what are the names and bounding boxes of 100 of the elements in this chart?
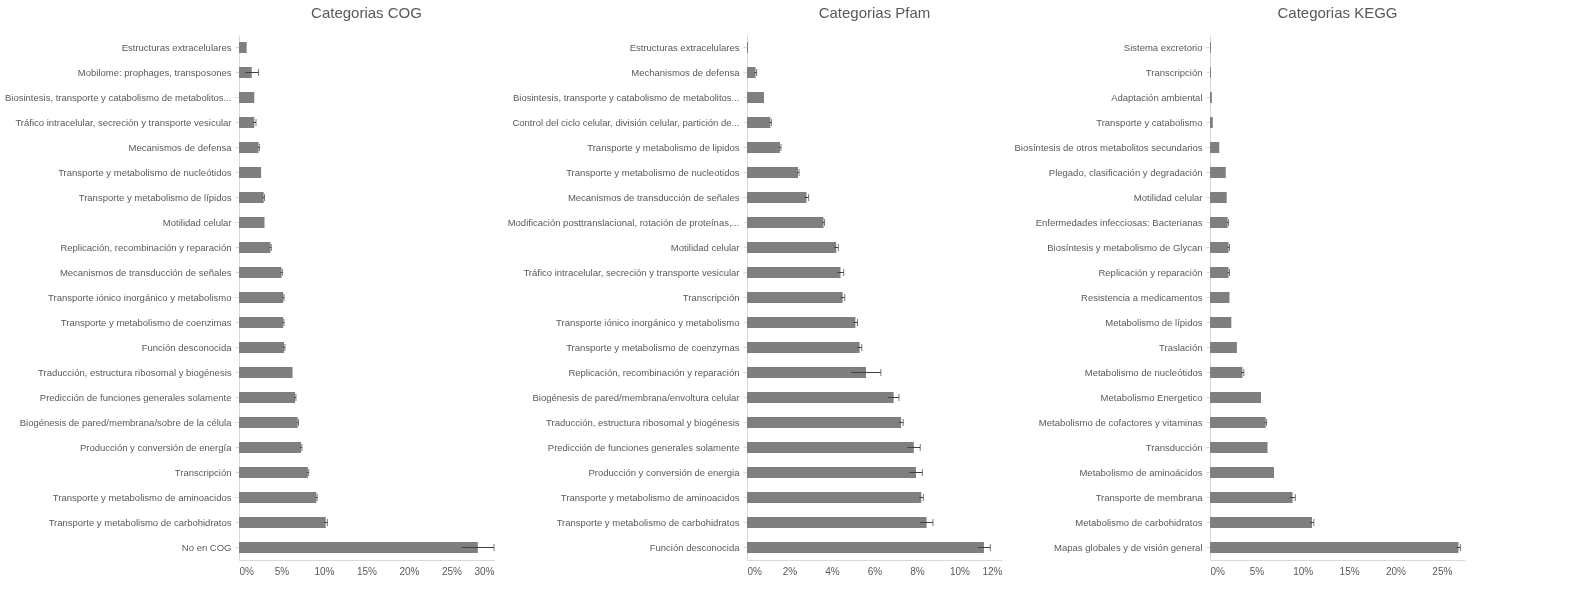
y-tick-label: Transporte y metabolismo de nucleótidos [58, 166, 232, 178]
y-tick-label: Biosíntesis de otros metabolitos secundarios [1014, 141, 1203, 153]
y-tick-label: Replicación y reparación [1098, 266, 1203, 278]
y-tick-label: Predicción de funciones generales solamente [39, 391, 232, 403]
bar [1210, 217, 1228, 228]
x-tick-label: 4% [825, 565, 840, 577]
y-tick-label: Replicación, recombinación y reparación [60, 241, 232, 253]
x-tick-label: 25% [441, 565, 463, 577]
y-tick-label: Tráfico intracelular, secreción y transporte vesicular [15, 116, 232, 128]
x-tick-label: 5% [274, 565, 290, 577]
y-tick-label: Transporte y catabolismo [1096, 116, 1203, 128]
x-tick-label: 5% [1249, 565, 1265, 577]
y-tick-label: Control del ciclo celular, división celular, partición de... [512, 116, 740, 128]
y-tick-label: Transporte y metabolismo de aminoacidos [560, 491, 740, 503]
x-tick-label: 15% [1339, 565, 1360, 577]
y-tick-label: Predicción de funciones generales solamente [547, 441, 740, 453]
bar [1210, 117, 1213, 128]
x-tick-label: 20% [1385, 565, 1407, 577]
x-tick-label: 12% [982, 565, 1003, 577]
bar [1210, 417, 1266, 428]
y-tick-label: Mobilome: prophages, transposones [77, 66, 232, 78]
y-tick-label: Modificación posttranslacional, rotación de proteínas,... [507, 216, 740, 228]
y-tick-label: Metabolismo Energetico [1100, 391, 1203, 403]
x-tick-label: 0% [239, 565, 255, 577]
y-tick-label: Replicación, recombinación y reparación [568, 366, 740, 378]
x-tick-label: 15% [356, 565, 378, 577]
y-tick-label: Transporte iónico inorgánico y metabolismo [48, 291, 232, 303]
y-tick-label: Mapas globales y de visión general [1054, 541, 1203, 553]
y-tick-label: Metabolismo de cofactores y vitaminas [1038, 416, 1203, 428]
y-tick-label: Función desconocida [649, 541, 741, 553]
y-tick-label: Biogénesis de pared/membrana/sobre de la célula [19, 416, 233, 428]
x-tick-label: 25% [1432, 565, 1453, 577]
x-tick-label: 0% [747, 565, 763, 577]
x-tick-label: 0% [1210, 565, 1226, 577]
y-tick-label: Resistencia a medicamentos [1081, 291, 1203, 303]
y-tick-label: Mecanismos de defensa [128, 141, 233, 153]
y-tick-label: Sistema excretorio [1123, 41, 1203, 53]
y-tick-label: Transporte y metabolismo de lípidos [78, 191, 232, 203]
y-tick-label: Transporte y metabolismo de coenzymas [566, 341, 740, 353]
y-tick-label: Adaptación ambiental [1111, 91, 1203, 103]
y-tick-label: Producción y conversión de energía [79, 441, 233, 453]
y-tick-label: Transporte y metabolismo de carbohidratos [556, 516, 740, 528]
y-tick-label: Transporte de membrana [1095, 491, 1204, 503]
y-tick-label: Función desconocida [141, 341, 233, 353]
y-tick-label: Transporte iónico inorgánico y metabolismo [556, 316, 740, 328]
y-tick-label: Mecanismos de transducción de señales [567, 191, 740, 203]
x-tick-label: 10% [1293, 565, 1314, 577]
x-tick-label: 10% [949, 565, 971, 577]
y-tick-label: Transporte y metabolismo de aminoacidos [52, 491, 232, 503]
y-tick-label: Estructuras extracelulares [121, 41, 232, 53]
x-tick-label: 6% [867, 565, 883, 577]
x-tick-label: 10% [314, 565, 335, 577]
y-tick-label: Transcripción [174, 466, 232, 478]
y-tick-label: Enfermedades infecciosas: Bacterianas [1035, 216, 1203, 228]
y-tick-label: Plegado, clasificación y degradación [1048, 166, 1203, 178]
bar [1210, 192, 1227, 203]
bar [1210, 367, 1243, 378]
chart-title: Categorias Pfam [818, 4, 931, 21]
bar [1210, 292, 1230, 303]
y-tick-label: Producción y conversión de energia [588, 466, 741, 478]
bar [1210, 317, 1232, 328]
bar [1210, 242, 1229, 253]
y-tick-label: Traslación [1159, 341, 1203, 353]
x-tick-label: 2% [782, 565, 798, 577]
y-tick-label: Transducción [1145, 441, 1203, 453]
y-tick-label: No en COG [181, 541, 232, 553]
y-tick-label: Biosintesis, transporte y catabolismo de metabolitos... [4, 91, 232, 103]
y-tick-label: Motilidad celular [1133, 191, 1203, 203]
y-tick-label: Traducción, estructura ribosomal y biogénesis [38, 366, 232, 378]
bar [1210, 267, 1229, 278]
y-tick-label: Motilidad celular [670, 241, 740, 253]
y-tick-label: Traducción, estructura ribosomal y biogénesis [546, 416, 740, 428]
y-tick-label: Transcripción [1145, 66, 1203, 78]
x-tick-label: 20% [399, 565, 420, 577]
bar [1210, 392, 1261, 403]
bar [1210, 142, 1220, 153]
bar [1210, 542, 1459, 553]
y-tick-label: Estructuras extracelulares [629, 41, 740, 53]
chart-title: Categorias KEGG [1277, 4, 1398, 21]
y-tick-label: Transporte y metabolismo de nucleotidos [566, 166, 740, 178]
y-tick-label: Tráfico intracelular, secreción y transporte vesicular [523, 266, 740, 278]
x-tick-label: 8% [910, 565, 925, 577]
x-tick-label: 30% [474, 565, 495, 577]
bar [1210, 342, 1237, 353]
y-tick-label: Transporte y metabolismo de carbohidratos [48, 516, 232, 528]
y-tick-label: Transporte y metabolismo de coenzimas [60, 316, 232, 328]
y-tick-label: Metabolismo de nucleótidos [1084, 366, 1203, 378]
y-tick-label: Transporte y metabolismo de lipidos [587, 141, 740, 153]
y-tick-label: Biogénesis de pared/membrana/envoltura celular [532, 391, 740, 403]
bar [1210, 167, 1226, 178]
bar [1210, 467, 1274, 478]
y-tick-label: Mechanismos de defensa [631, 66, 741, 78]
y-tick-label: Biosintesis, transporte y catabolismo de metabolitos... [512, 91, 740, 103]
y-tick-label: Biosíntesis y metabolismo de Glycan [1047, 241, 1203, 253]
y-tick-label: Metabolismo de carbohidratos [1075, 516, 1203, 528]
y-tick-label: Transcripción [682, 291, 740, 303]
y-tick-label: Mecanismos de transducción de señales [59, 266, 232, 278]
y-tick-label: Motilidad celular [162, 216, 232, 228]
bar [1210, 442, 1268, 453]
chart-title: Categorias COG [311, 4, 422, 21]
